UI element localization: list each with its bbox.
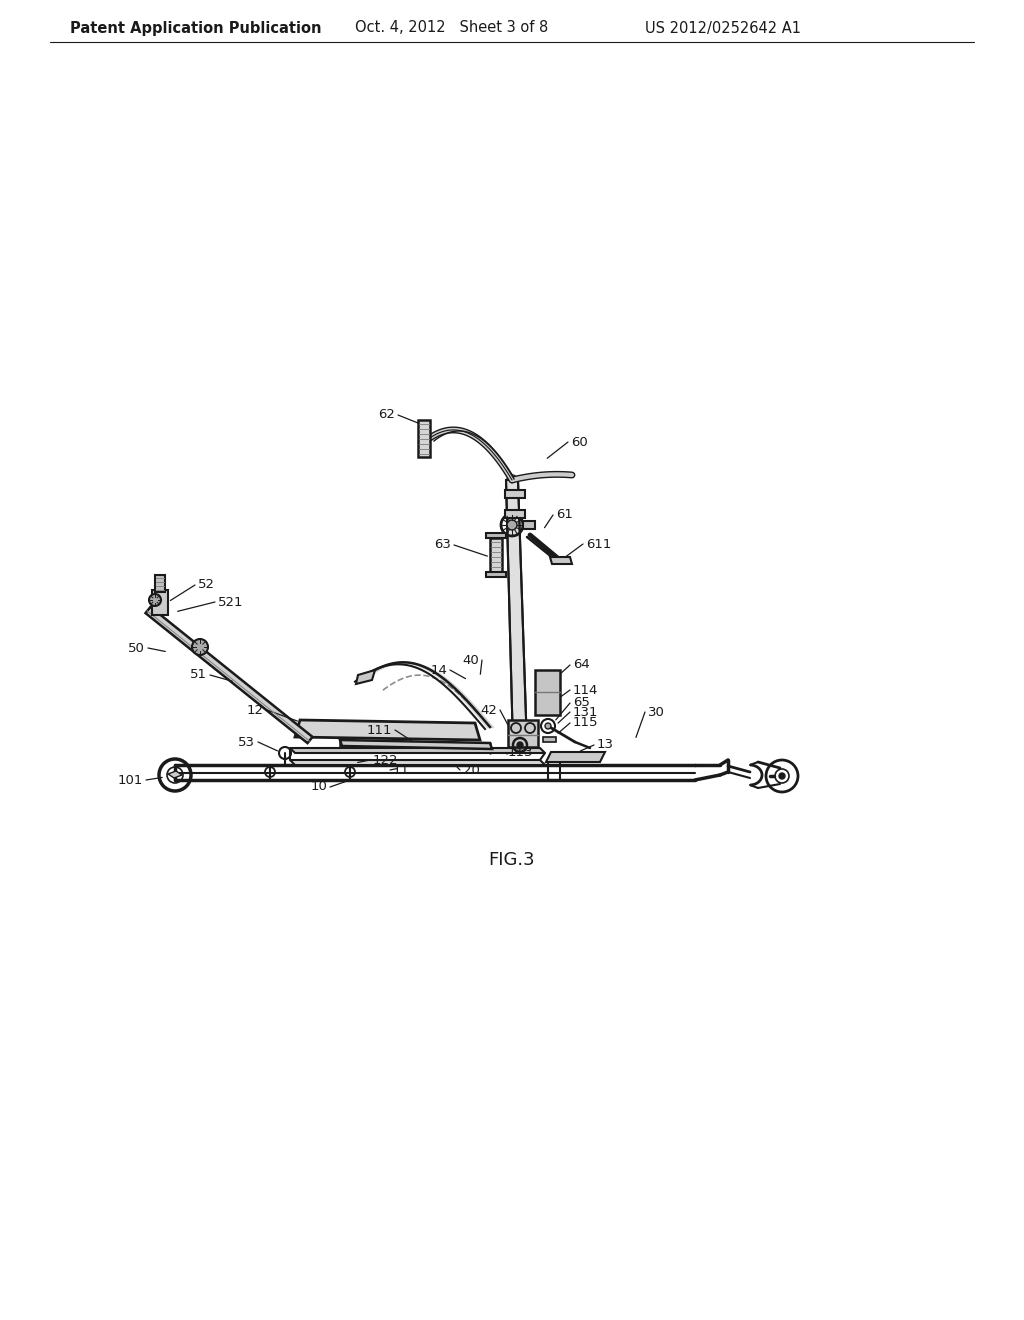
Text: 53: 53 [238,735,255,748]
Text: 14: 14 [430,664,447,676]
Polygon shape [543,737,556,742]
Circle shape [507,520,517,531]
Polygon shape [486,533,506,539]
Polygon shape [523,521,535,529]
Text: 42: 42 [480,704,497,717]
Text: 50: 50 [128,642,145,655]
Polygon shape [546,752,605,762]
Text: 62: 62 [378,408,395,421]
Polygon shape [535,671,560,715]
Text: 101: 101 [118,774,143,787]
Polygon shape [490,539,502,576]
Text: Patent Application Publication: Patent Application Publication [70,21,322,36]
Text: 111: 111 [367,723,392,737]
Polygon shape [356,671,375,684]
Polygon shape [290,748,545,752]
Polygon shape [295,719,480,741]
Circle shape [517,742,523,748]
Text: 13: 13 [597,738,614,751]
Text: 63: 63 [434,539,451,552]
Polygon shape [155,576,165,591]
Text: Oct. 4, 2012   Sheet 3 of 8: Oct. 4, 2012 Sheet 3 of 8 [355,21,548,36]
Text: 611: 611 [586,537,611,550]
Polygon shape [508,719,538,747]
Polygon shape [340,741,492,748]
Circle shape [779,774,785,779]
Polygon shape [505,510,525,517]
Text: 10: 10 [310,780,327,793]
Polygon shape [505,490,525,498]
Polygon shape [506,480,527,747]
Text: 60: 60 [571,436,588,449]
Text: 30: 30 [648,705,665,718]
Polygon shape [418,420,430,457]
Polygon shape [145,607,312,743]
Text: 521: 521 [218,595,244,609]
Circle shape [193,639,208,655]
Text: 115: 115 [573,717,598,730]
Text: 51: 51 [190,668,207,681]
Circle shape [545,723,551,729]
Text: 113: 113 [508,747,534,759]
Polygon shape [290,760,545,766]
Text: 40: 40 [462,653,479,667]
Text: FIG.3: FIG.3 [488,851,536,869]
Text: 64: 64 [573,659,590,672]
Polygon shape [152,590,168,615]
Text: 131: 131 [573,705,598,718]
Text: US 2012/0252642 A1: US 2012/0252642 A1 [645,21,801,36]
Polygon shape [168,771,182,777]
Text: 61: 61 [556,508,572,521]
Polygon shape [550,557,572,564]
Text: 65: 65 [573,697,590,710]
Text: 11: 11 [393,763,410,776]
Text: 20: 20 [463,763,480,776]
Text: 52: 52 [198,578,215,591]
Polygon shape [486,572,506,577]
Circle shape [150,594,161,606]
Text: 114: 114 [573,684,598,697]
Text: 122: 122 [373,754,398,767]
Text: 12: 12 [247,704,264,717]
